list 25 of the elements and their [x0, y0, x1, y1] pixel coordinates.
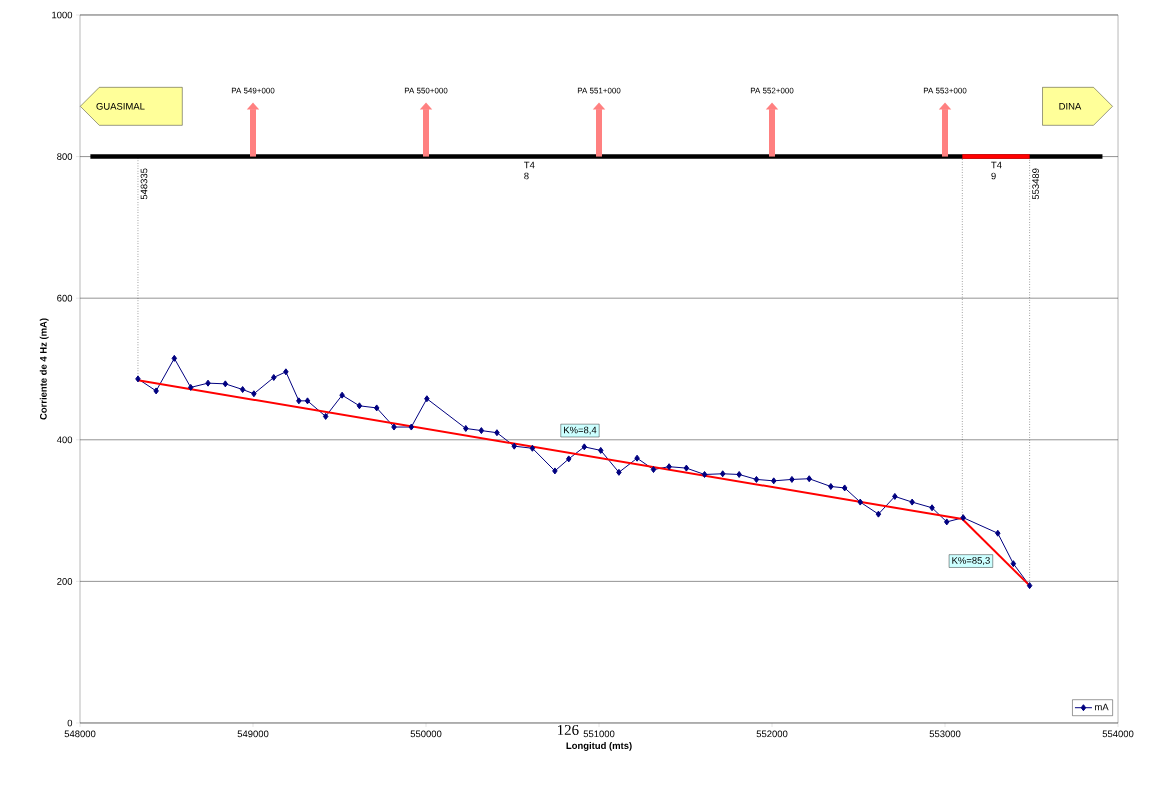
annotation: K%=8,4 — [564, 426, 597, 435]
x-axis-title: Longitud (mts) — [566, 742, 632, 751]
y-axis-title: Corriente de 4 Hz (mA) — [39, 318, 49, 420]
x-tick-label: 553000 — [929, 730, 961, 738]
x-tick-label: 549000 — [237, 730, 269, 738]
annotation: K%=85,3 — [952, 557, 990, 565]
x-tick-label: 551000 — [583, 730, 615, 738]
ref-line-label: 553489 — [1032, 168, 1039, 200]
legend-label: mA — [1095, 703, 1109, 711]
annotation: DINA — [1059, 103, 1082, 110]
y-tick-label: 0 — [67, 719, 73, 727]
y-tick-label: 1000 — [52, 11, 73, 19]
y-tick-label: 800 — [57, 153, 73, 160]
x-tick-label: 552000 — [756, 730, 788, 738]
x-tick-label: 554000 — [1102, 730, 1134, 738]
x-tick-label: 550000 — [410, 730, 442, 738]
annotation: GUASIMAL — [96, 102, 145, 110]
annotation: T4 8 — [524, 161, 535, 180]
ref-line-label: 548335 — [140, 168, 148, 200]
text: 126 — [557, 724, 579, 735]
x-tick-label: 548000 — [64, 730, 96, 738]
annotation: T4 9 — [991, 161, 1002, 180]
y-tick-label: 600 — [57, 294, 73, 302]
y-tick-label: 400 — [56, 436, 73, 444]
y-tick-label: 200 — [57, 578, 73, 585]
